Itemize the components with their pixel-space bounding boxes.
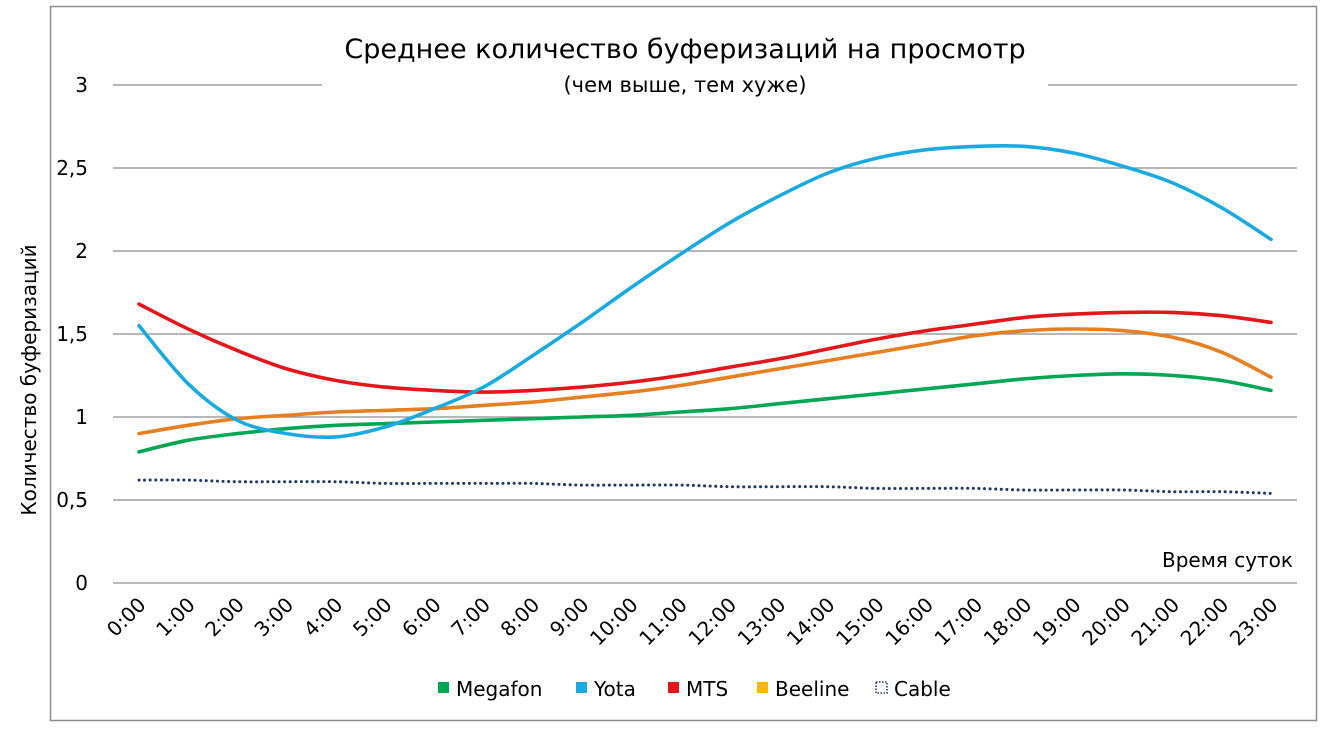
series-line-mts xyxy=(137,302,1273,394)
y-axis-ticks: 0 0,5 1 1,5 2 2,5 3 xyxy=(56,73,88,595)
legend-swatch xyxy=(757,682,768,693)
legend-swatch xyxy=(438,682,449,693)
legend-label: Yota xyxy=(593,677,636,701)
y-tick-label: 2 xyxy=(75,239,88,263)
y-tick-label: 3 xyxy=(75,73,88,97)
x-axis-label: Время суток xyxy=(1162,548,1293,572)
legend-label: MTS xyxy=(686,677,728,701)
series-line-yota xyxy=(137,143,1273,440)
title-backdrop xyxy=(322,30,1048,102)
series-line-megafon xyxy=(137,372,1273,454)
gridlines xyxy=(113,84,1297,584)
legend-swatch xyxy=(576,682,587,693)
y-tick-label: 2,5 xyxy=(56,156,88,180)
legend-swatch xyxy=(875,681,888,694)
y-tick-label: 1 xyxy=(75,405,88,429)
legend-label: Cable xyxy=(894,677,951,701)
series-lines xyxy=(137,143,1273,495)
y-axis-label: Количество буферизаций xyxy=(17,244,41,515)
legend-swatch xyxy=(668,682,679,693)
chart-title: Среднее количество буферизаций на просмо… xyxy=(344,34,1025,65)
legend: Megafon Yota MTS Beeline Cable xyxy=(438,677,951,701)
y-tick-label: 1,5 xyxy=(56,322,88,346)
legend-label: Megafon xyxy=(456,677,542,701)
series-line-unlabeled xyxy=(137,327,1273,436)
legend-label: Beeline xyxy=(775,677,849,701)
chart-subtitle: (чем выше, тем хуже) xyxy=(563,73,806,97)
series-line-cable xyxy=(137,478,1273,495)
chart-border xyxy=(49,5,1318,722)
y-tick-label: 0,5 xyxy=(56,488,88,512)
y-tick-label: 0 xyxy=(75,571,88,595)
